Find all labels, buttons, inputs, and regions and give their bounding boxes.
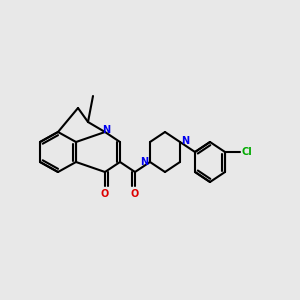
Text: N: N — [102, 125, 110, 135]
Text: O: O — [131, 189, 139, 199]
Text: N: N — [181, 136, 189, 146]
Text: Cl: Cl — [241, 147, 252, 157]
Text: O: O — [101, 189, 109, 199]
Text: N: N — [140, 157, 148, 167]
